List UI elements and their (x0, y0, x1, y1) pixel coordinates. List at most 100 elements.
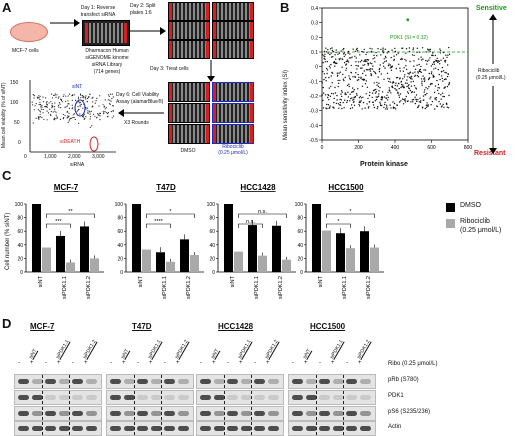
screen-point (104, 108, 106, 110)
si-point (426, 60, 429, 62)
si-point (374, 61, 376, 63)
si-point (362, 96, 364, 99)
siRNA-plate (82, 20, 130, 46)
si-point (369, 91, 371, 94)
protein-band (85, 411, 97, 416)
blot-strip (14, 390, 102, 405)
pdk1-annotation: PDK1 (SI = 0.32) (390, 35, 428, 41)
si-point (369, 70, 372, 72)
rounds-label: X3 Rounds (124, 120, 149, 126)
si-point (400, 80, 403, 83)
si-point (392, 101, 394, 103)
protein-band (85, 426, 97, 431)
day2-label-2: plates 1:6 (130, 10, 152, 16)
protein-band (31, 426, 43, 431)
si-point (395, 108, 397, 110)
si-point (438, 92, 440, 95)
si-point (341, 66, 343, 68)
lane-divider (161, 422, 162, 435)
sensitivity-arrow-icon (489, 14, 497, 154)
screen-point (39, 98, 41, 101)
si-point (324, 58, 326, 61)
si-point (344, 93, 346, 95)
screen-point (82, 107, 84, 109)
screen-point (75, 99, 77, 101)
si-point (433, 63, 436, 65)
si-point (332, 50, 334, 53)
si-point (407, 76, 409, 78)
si-point (441, 92, 444, 94)
lane-divider (69, 375, 70, 388)
dmso-bar (180, 239, 189, 272)
si-point (396, 76, 399, 79)
screen-point (88, 96, 90, 99)
bar-ytick-label: 40 (297, 243, 303, 249)
lane-divider (161, 375, 162, 388)
legend-ribociclib-dose: (0.25 μmol/L) (460, 227, 502, 234)
si-point (366, 103, 368, 105)
significance-bracket (326, 223, 351, 228)
screen-point (98, 105, 100, 107)
blot-lane-label: siNT (120, 348, 131, 360)
bar-ytick-label: 100 (295, 202, 304, 208)
lane-divider (161, 407, 162, 420)
protein-band (72, 395, 83, 400)
screen-point (69, 117, 72, 120)
si-point (345, 93, 347, 96)
screen-point (89, 93, 91, 95)
blot-lane-label: siPDK1.2 (356, 338, 372, 360)
si-point (388, 80, 390, 83)
si-point (418, 104, 420, 107)
si-point (408, 84, 410, 86)
si-point (407, 100, 409, 102)
si-point (413, 60, 415, 62)
si-point (324, 61, 326, 63)
si-point (357, 88, 359, 90)
si-point (368, 63, 370, 65)
si-point (341, 95, 343, 98)
screen-point (93, 113, 95, 115)
si-point (426, 92, 428, 95)
si-point (377, 85, 380, 88)
si-point (375, 51, 377, 54)
protein-band (58, 426, 70, 431)
si-point (377, 76, 379, 78)
screen-point (35, 117, 37, 119)
day3-label: Day 3: Treat cells (150, 66, 189, 72)
si-point (415, 99, 417, 101)
si-point (379, 86, 381, 89)
screen-point (38, 118, 40, 120)
si-point (342, 73, 344, 76)
screen-point (82, 116, 85, 118)
si-ytick-label: -0.2 (309, 94, 318, 100)
bar-chart-title: HCC1428 (240, 183, 276, 192)
si-point (448, 94, 450, 97)
si-point (399, 93, 402, 95)
si-point (435, 97, 438, 99)
si-point (410, 81, 412, 83)
si-point (391, 65, 394, 67)
screen-point (50, 110, 52, 113)
si-point (340, 99, 342, 101)
si-point (400, 83, 403, 86)
si-point (348, 77, 351, 79)
dmso-bar (56, 235, 65, 272)
screen-point (52, 105, 54, 107)
bar-ytick-label: 0 (300, 270, 303, 276)
si-point (330, 63, 332, 66)
si-point (421, 47, 424, 49)
ribo-minus-marker: - (72, 360, 74, 366)
lane-divider (343, 375, 344, 388)
si-point (440, 59, 442, 61)
protein-band (319, 395, 330, 400)
bar-chart-title: HCC1500 (328, 183, 364, 192)
si-point (434, 97, 436, 99)
si-point (379, 101, 381, 103)
si-point (348, 83, 350, 85)
si-point (400, 100, 402, 102)
si-point (366, 69, 369, 71)
protein-band (177, 411, 189, 416)
screen-point (83, 118, 85, 120)
si-point (338, 59, 341, 61)
si-point (417, 106, 420, 108)
